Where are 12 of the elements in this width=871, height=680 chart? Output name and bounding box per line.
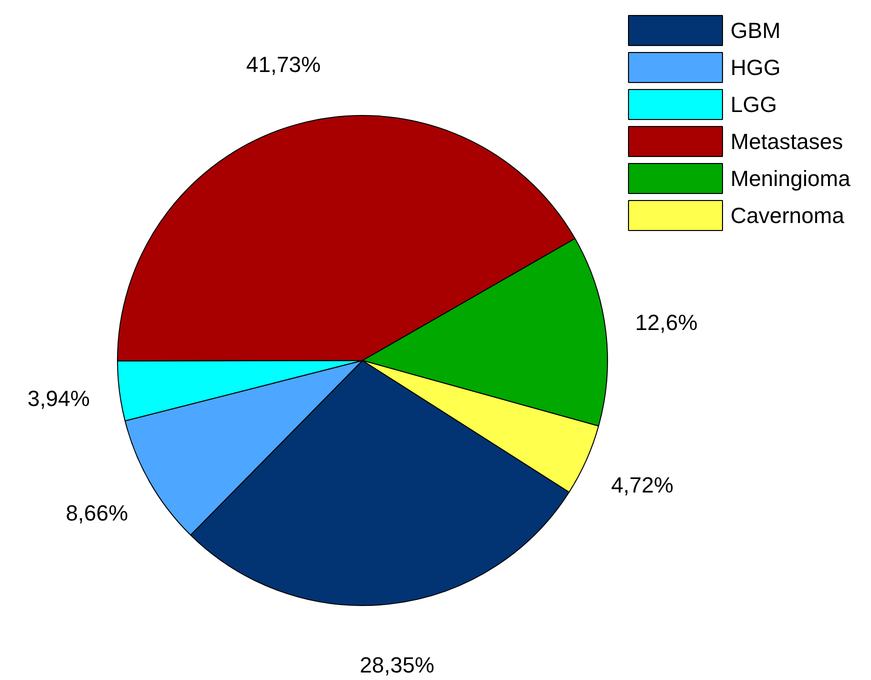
legend-label: GBM bbox=[730, 18, 781, 43]
data-label: 3,94% bbox=[27, 386, 90, 412]
legend-label: LGG bbox=[730, 92, 777, 117]
data-label: 12,6% bbox=[635, 310, 698, 335]
data-label: 8,66% bbox=[66, 500, 128, 526]
data-label: 4,72% bbox=[611, 472, 674, 498]
legend-label: Cavernoma bbox=[730, 203, 845, 228]
legend-label: Metastases bbox=[730, 129, 843, 154]
legend-label: Meningioma bbox=[730, 166, 852, 191]
legend-label: HGG bbox=[730, 55, 781, 80]
data-label: 28,35% bbox=[360, 652, 434, 678]
data-label: 41,73% bbox=[246, 52, 321, 78]
